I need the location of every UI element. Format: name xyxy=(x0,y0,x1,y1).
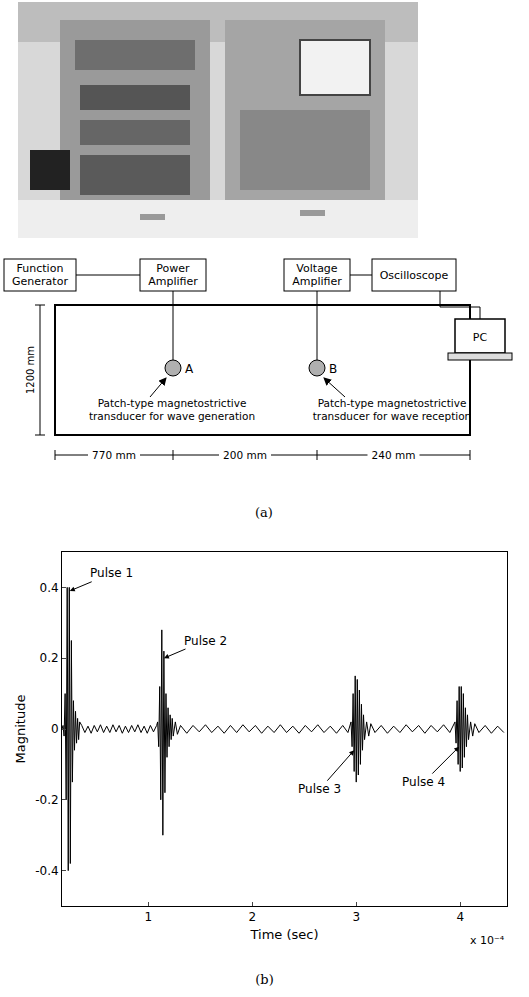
svg-text:Generator: Generator xyxy=(12,275,68,288)
svg-text:Time (sec): Time (sec) xyxy=(249,927,318,942)
svg-text:770 mm: 770 mm xyxy=(92,449,136,461)
svg-text:Voltage: Voltage xyxy=(296,262,337,275)
html-text:(b): (b) xyxy=(255,972,274,987)
svg-text:0.4: 0.4 xyxy=(40,581,59,595)
svg-text:transducer for wave generation: transducer for wave generation xyxy=(89,410,255,422)
svg-text:240 mm: 240 mm xyxy=(372,449,416,461)
svg-text:A: A xyxy=(185,362,194,376)
svg-text:-0.2: -0.2 xyxy=(35,793,58,807)
svg-text:200 mm: 200 mm xyxy=(223,449,267,461)
svg-text:4: 4 xyxy=(456,910,464,924)
svg-text:x 10⁻⁴: x 10⁻⁴ xyxy=(470,934,505,947)
svg-text:Amplifier: Amplifier xyxy=(292,275,342,288)
svg-text:-0.4: -0.4 xyxy=(35,864,58,878)
svg-text:0.2: 0.2 xyxy=(40,651,59,665)
svg-text:Oscilloscope: Oscilloscope xyxy=(380,269,449,282)
svg-text:1200 mm: 1200 mm xyxy=(25,346,36,394)
svg-text:Amplifier: Amplifier xyxy=(148,275,198,288)
svg-text:Function: Function xyxy=(17,262,64,275)
svg-text:transducer for wave reception: transducer for wave reception xyxy=(313,410,472,422)
svg-text:Pulse 1: Pulse 1 xyxy=(90,566,133,580)
svg-text:Patch-type magnetostrictive: Patch-type magnetostrictive xyxy=(98,397,247,409)
svg-text:1: 1 xyxy=(144,910,152,924)
svg-text:Magnitude: Magnitude xyxy=(13,695,28,764)
svg-text:(a): (a) xyxy=(255,505,273,520)
svg-text:Patch-type magnetostrictive: Patch-type magnetostrictive xyxy=(318,397,467,409)
svg-text:Pulse 2: Pulse 2 xyxy=(184,634,227,648)
svg-text:Pulse 3: Pulse 3 xyxy=(298,782,341,796)
svg-text:PC: PC xyxy=(473,331,488,344)
svg-text:3: 3 xyxy=(352,910,360,924)
svg-text:2: 2 xyxy=(248,910,256,924)
svg-text:B: B xyxy=(329,362,337,376)
svg-text:Pulse 4: Pulse 4 xyxy=(402,775,445,789)
svg-text:Power: Power xyxy=(156,262,190,275)
svg-text:0: 0 xyxy=(51,722,59,736)
